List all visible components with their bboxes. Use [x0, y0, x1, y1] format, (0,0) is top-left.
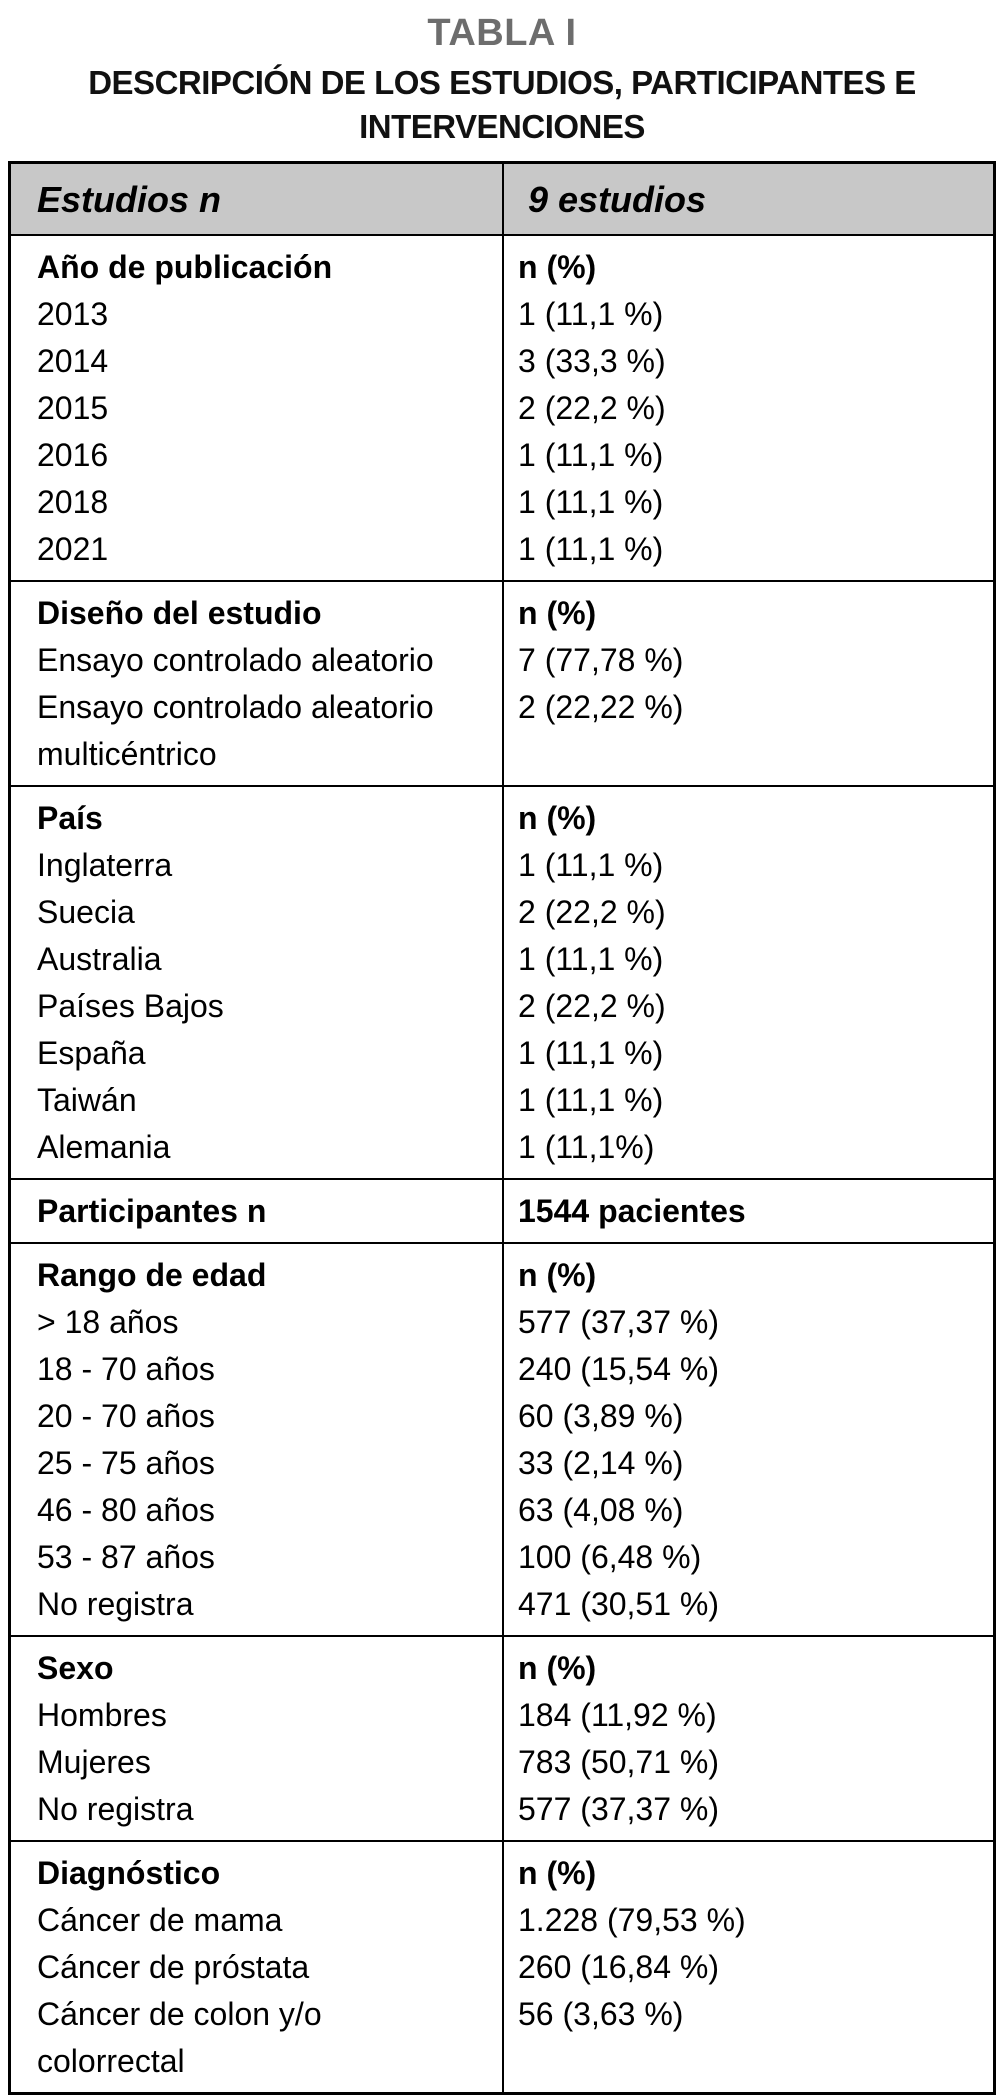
section-label: Participantes n — [37, 1193, 267, 1229]
section-left-cell: Sexo Hombres Mujeres No registra — [11, 1637, 502, 1840]
row-label: Cáncer de próstata — [37, 1949, 310, 1985]
row-value: 1 (11,1 %) — [518, 437, 664, 473]
value-header: n (%) — [518, 595, 597, 631]
row-value: 7 (77,78 %) — [518, 642, 684, 678]
row-value: 56 (3,63 %) — [518, 1996, 684, 2032]
row-value: 3 (33,3 %) — [518, 343, 666, 379]
row-label: 2021 — [37, 531, 109, 567]
value-header: n (%) — [518, 800, 597, 836]
row-label: Ensayo controlado aleatorio — [37, 642, 434, 678]
row-value: 184 (11,92 %) — [518, 1697, 717, 1733]
value-header: n (%) — [518, 1650, 597, 1686]
section-label: País — [37, 800, 103, 836]
row-label: Mujeres — [37, 1744, 151, 1780]
section-label: Rango de edad — [37, 1257, 267, 1293]
row-label: 2013 — [37, 296, 109, 332]
table-section: Año de publicación 2013 2014 2015 2016 2018 20… — [11, 236, 993, 580]
header-col-estudios: Estudios n — [37, 179, 222, 220]
row-value: 2 (22,2 %) — [518, 390, 666, 426]
table-subtitle: DESCRIPCIÓN DE LOS ESTUDIOS, PARTICIPANT… — [88, 64, 916, 145]
row-value: 1 (11,1 %) — [518, 296, 664, 332]
row-value: 240 (15,54 %) — [518, 1351, 720, 1387]
section-left-cell: Diagnóstico Cáncer de mama Cáncer de próst… — [11, 1842, 502, 2092]
row-value: 60 (3,89 %) — [518, 1398, 684, 1434]
row-label: Países Bajos — [37, 988, 224, 1024]
row-value: 471 (30,51 %) — [518, 1586, 720, 1622]
section-right-cell: 1544 pacientes — [502, 1180, 993, 1242]
row-value: 577 (37,37 %) — [518, 1791, 720, 1827]
table-header-row: Estudios n 9 estudios — [11, 164, 993, 236]
data-table: Estudios n 9 estudios Año de publicación… — [8, 161, 996, 2095]
row-label: Australia — [37, 941, 162, 977]
row-label: 25 - 75 años — [37, 1445, 215, 1481]
value-header: 1544 pacientes — [518, 1193, 746, 1229]
row-value: 1.228 (79,53 %) — [518, 1902, 746, 1938]
row-label: Hombres — [37, 1697, 167, 1733]
row-value: 2 (22,22 %) — [518, 689, 684, 725]
section-right-cell: n (%) 1 (11,1 %) 3 (33,3 %) 2 (22,2 %) 1 (11… — [502, 236, 993, 580]
header-col-valor: 9 estudios — [502, 164, 993, 234]
row-label: 20 - 70 años — [37, 1398, 215, 1434]
row-label: Suecia — [37, 894, 135, 930]
row-label: Alemania — [37, 1129, 171, 1165]
row-value: 577 (37,37 %) — [518, 1304, 720, 1340]
section-right-cell: n (%) 1 (11,1 %) 2 (22,2 %) 1 (11,1 %) 2 (22… — [502, 787, 993, 1178]
table-title: TABLA I — [427, 12, 577, 54]
row-label: Cáncer de colon y/o colorrectal — [37, 1996, 322, 2079]
value-header: n (%) — [518, 1855, 597, 1891]
section-label: Diagnóstico — [37, 1855, 221, 1891]
row-label: 2018 — [37, 484, 109, 520]
table-section: Rango de edad > 18 años 18 - 70 años 20 - 7… — [11, 1242, 993, 1635]
row-label: Taiwán — [37, 1082, 137, 1118]
row-label: 18 - 70 años — [37, 1351, 215, 1387]
row-value: 1 (11,1 %) — [518, 531, 664, 567]
row-value: 2 (22,2 %) — [518, 988, 666, 1024]
section-left-cell: Año de publicación 2013 2014 2015 2016 2018 20… — [11, 236, 502, 580]
row-value: 260 (16,84 %) — [518, 1949, 720, 1985]
row-value: 100 (6,48 %) — [518, 1539, 702, 1575]
value-header: n (%) — [518, 1257, 597, 1293]
section-right-cell: n (%) 1.228 (79,53 %) 260 (16,84 %) 56 (3,6… — [502, 1842, 993, 2092]
row-label: No registra — [37, 1791, 194, 1827]
table-section: Sexo Hombres Mujeres No registra n (%) 184 (1… — [11, 1635, 993, 1840]
table-section: Diagnóstico Cáncer de mama Cáncer de próst… — [11, 1840, 993, 2092]
row-value: 63 (4,08 %) — [518, 1492, 684, 1528]
row-label: > 18 años — [37, 1304, 179, 1340]
row-label: No registra — [37, 1586, 194, 1622]
row-value: 1 (11,1 %) — [518, 847, 664, 883]
row-label: 53 - 87 años — [37, 1539, 215, 1575]
row-label: España — [37, 1035, 146, 1071]
section-label: Año de publicación — [37, 249, 333, 285]
row-label: 46 - 80 años — [37, 1492, 215, 1528]
row-label: 2015 — [37, 390, 109, 426]
row-label: Inglaterra — [37, 847, 173, 883]
row-value: 2 (22,2 %) — [518, 894, 666, 930]
row-value: 1 (11,1%) — [518, 1129, 655, 1165]
section-left-cell: Participantes n — [11, 1180, 502, 1242]
row-value: 1 (11,1 %) — [518, 1082, 664, 1118]
section-label: Sexo — [37, 1650, 114, 1686]
section-right-cell: n (%) 7 (77,78 %) 2 (22,22 %) — [502, 582, 993, 785]
section-label: Diseño del estudio — [37, 595, 322, 631]
row-label: 2016 — [37, 437, 109, 473]
section-right-cell: n (%) 184 (11,92 %) 783 (50,71 %) 577 (37,3… — [502, 1637, 993, 1840]
section-left-cell: País Inglaterra Suecia Australia Países Bajo… — [11, 787, 502, 1178]
row-label: Cáncer de mama — [37, 1902, 283, 1938]
row-label: Ensayo controlado aleatorio multicéntric… — [37, 689, 434, 772]
section-left-cell: Diseño del estudio Ensayo controlado alea… — [11, 582, 502, 785]
section-right-cell: n (%) 577 (37,37 %) 240 (15,54 %) 60 (3,89 … — [502, 1244, 993, 1635]
row-value: 1 (11,1 %) — [518, 1035, 664, 1071]
section-left-cell: Rango de edad > 18 años 18 - 70 años 20 - 7… — [11, 1244, 502, 1635]
value-header: n (%) — [518, 249, 597, 285]
table-section: País Inglaterra Suecia Australia Países Bajo… — [11, 785, 993, 1178]
row-value: 783 (50,71 %) — [518, 1744, 720, 1780]
row-value: 33 (2,14 %) — [518, 1445, 684, 1481]
row-value: 1 (11,1 %) — [518, 484, 664, 520]
table-section: Diseño del estudio Ensayo controlado alea… — [11, 580, 993, 785]
table-body: Año de publicación 2013 2014 2015 2016 2018 20… — [11, 236, 993, 2092]
table-section: Participantes n 1544 pacientes — [11, 1178, 993, 1242]
row-value: 1 (11,1 %) — [518, 941, 664, 977]
row-label: 2014 — [37, 343, 109, 379]
